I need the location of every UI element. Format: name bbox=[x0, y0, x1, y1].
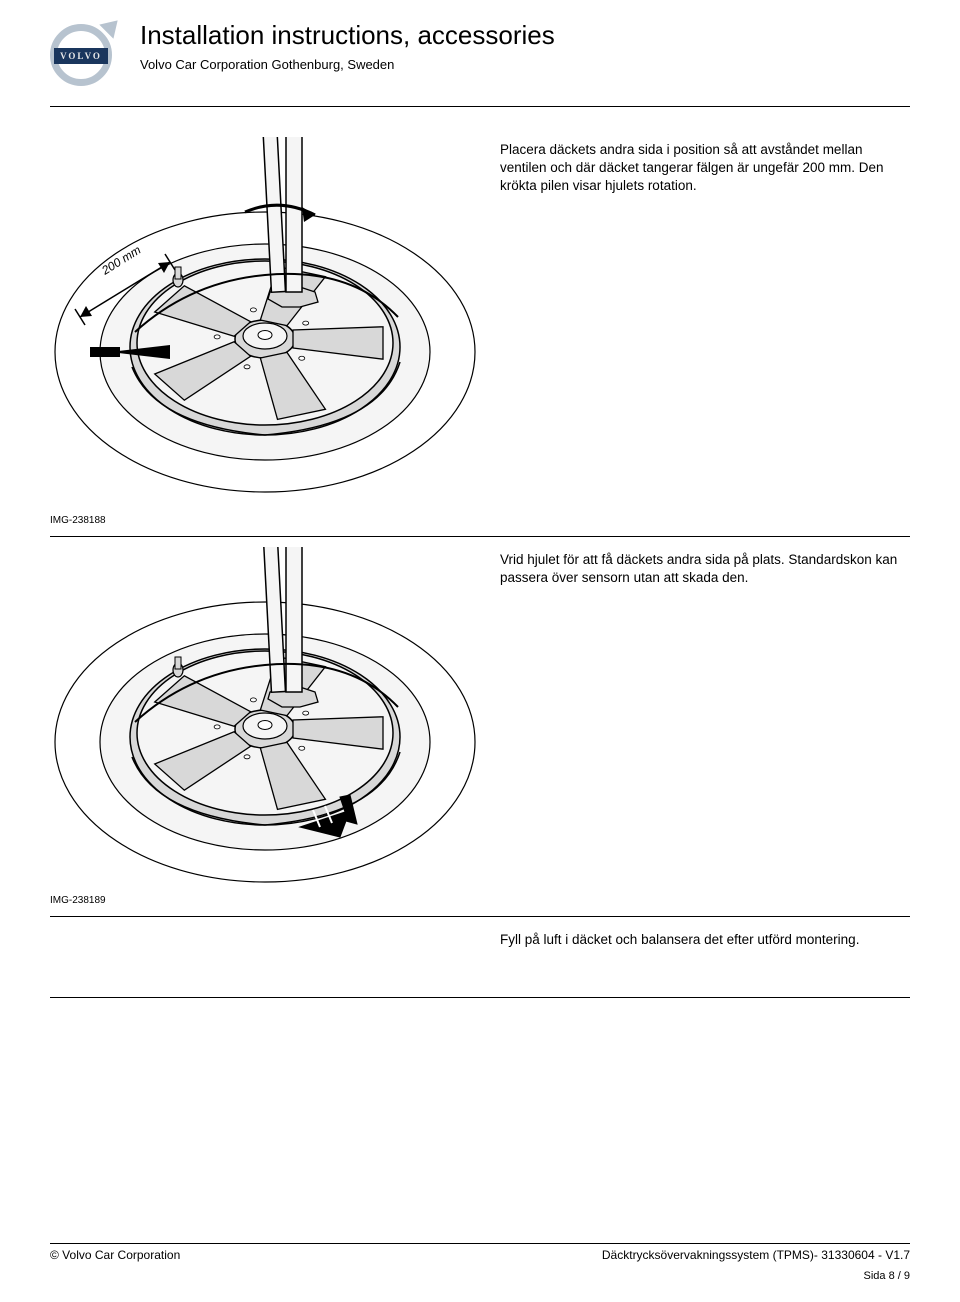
page-title: Installation instructions, accessories bbox=[140, 20, 910, 51]
image-id: IMG-238189 bbox=[50, 895, 480, 906]
footer-divider bbox=[50, 1243, 910, 1244]
footer-pagenum: Sida 8 / 9 bbox=[50, 1270, 910, 1282]
instruction-step: 12 bbox=[50, 537, 910, 917]
header-divider bbox=[50, 106, 910, 107]
footer-copyright: © Volvo Car Corporation bbox=[50, 1248, 180, 1262]
instruction-step: 11 bbox=[50, 127, 910, 537]
step-figure bbox=[50, 927, 480, 987]
page-header: VOLVO Installation instructions, accesso… bbox=[50, 20, 910, 100]
header-text-block: Installation instructions, accessories V… bbox=[140, 20, 910, 72]
instruction-step: 13 Fyll på luft i däcket och balansera d… bbox=[50, 917, 910, 998]
step-text: Fyll på luft i däcket och balansera det … bbox=[500, 927, 910, 987]
step-text: Vrid hjulet för att få däckets andra sid… bbox=[500, 547, 910, 906]
step-figure: IMG-238189 bbox=[50, 547, 480, 906]
wheel-illustration bbox=[50, 547, 480, 887]
step-text: Placera däckets andra sida i position så… bbox=[500, 137, 910, 526]
step-figure: 200 mm IMG-238188 bbox=[50, 137, 480, 526]
volvo-logo: VOLVO bbox=[50, 20, 120, 90]
footer-doc: Däcktrycksövervakningssystem (TPMS)- 313… bbox=[602, 1248, 910, 1262]
page-subtitle: Volvo Car Corporation Gothenburg, Sweden bbox=[140, 57, 910, 72]
wheel-illustration: 200 mm bbox=[50, 137, 480, 507]
page-footer: © Volvo Car Corporation Däcktrycksöverva… bbox=[50, 1243, 910, 1282]
image-id: IMG-238188 bbox=[50, 515, 480, 526]
page: VOLVO Installation instructions, accesso… bbox=[0, 0, 960, 998]
logo-brand-text: VOLVO bbox=[60, 51, 102, 61]
